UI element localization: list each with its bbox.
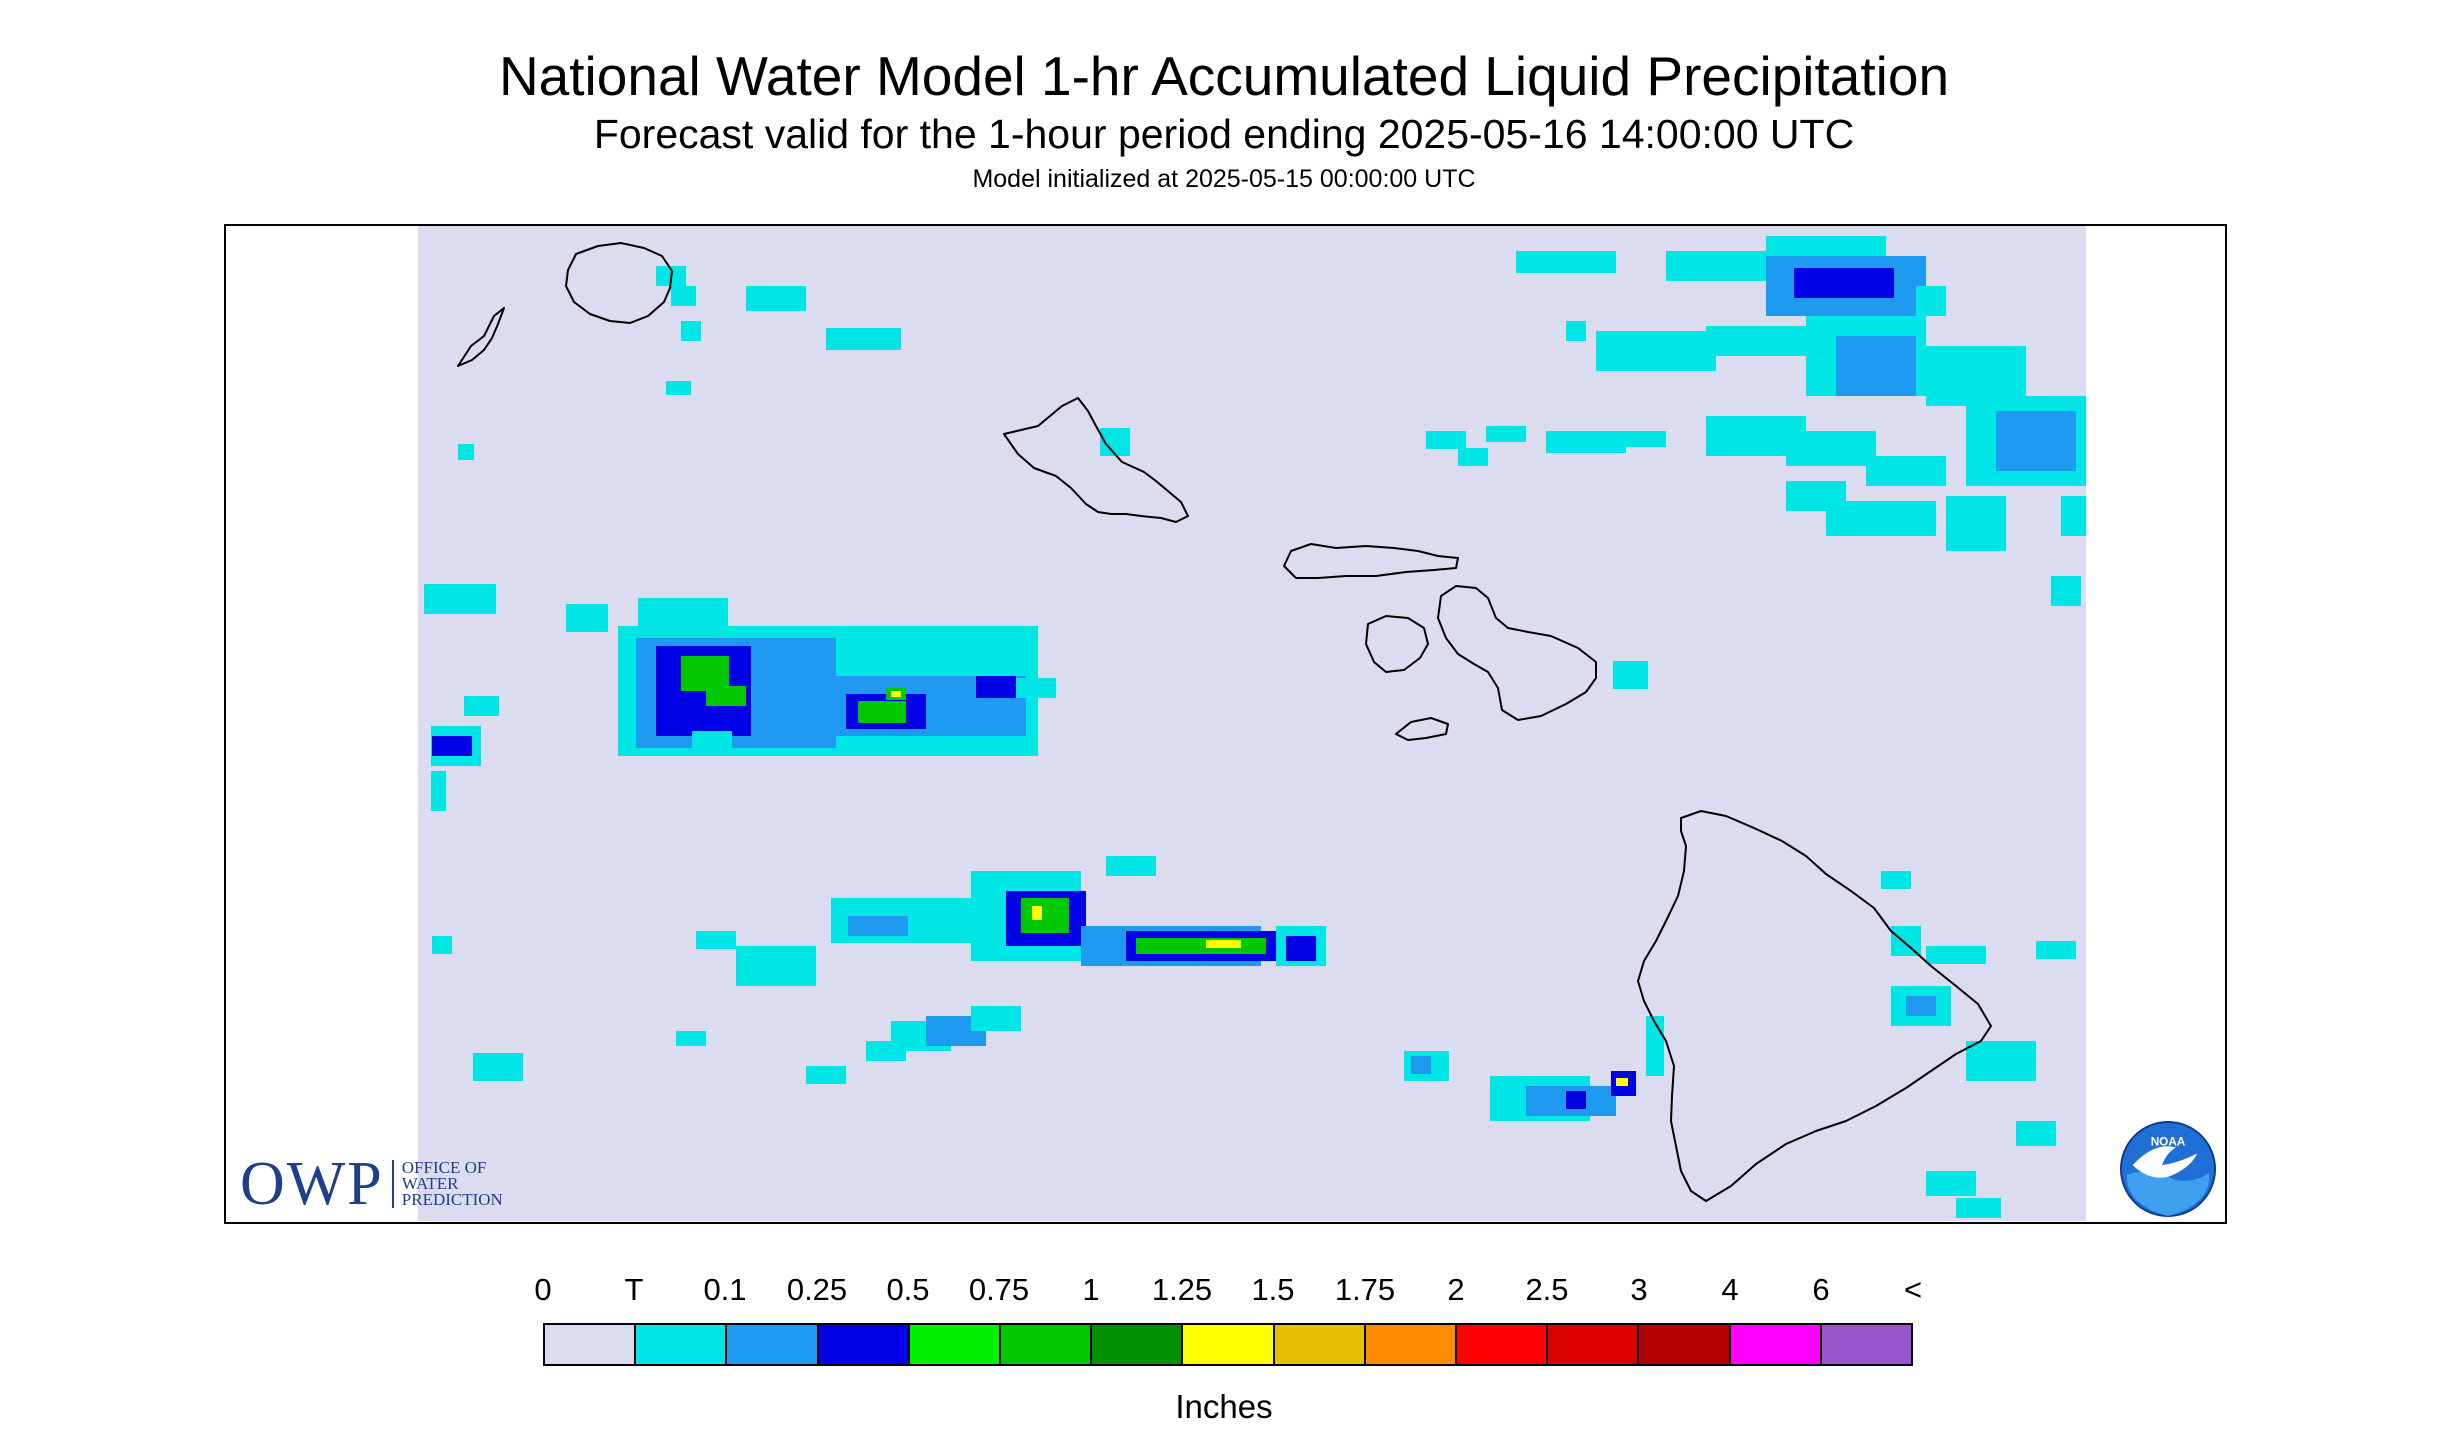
legend-label: 0.25 [786, 1272, 848, 1307]
legend-swatch [1548, 1325, 1640, 1364]
legend-label: 6 [1812, 1272, 1830, 1307]
legend-labels: 0 T 0.1 0.25 0.5 0.75 1 1.25 1.5 1.75 2 … [0, 1272, 2448, 1312]
legend-label: 3 [1630, 1272, 1648, 1307]
precip-west-cluster [424, 584, 1056, 954]
coast-kahoolawe [1395, 717, 1449, 741]
legend-label: 0.75 [968, 1272, 1030, 1307]
coast-hawaii [1637, 810, 1992, 1202]
coast-molokai [1283, 543, 1459, 579]
legend-label: 4 [1721, 1272, 1739, 1307]
owp-line2: WATER [401, 1174, 459, 1193]
map-panel [224, 224, 2227, 1224]
legend-swatch [636, 1325, 728, 1364]
coast-kauai [565, 242, 673, 324]
precip-nw-misc [458, 266, 2076, 1218]
legend-swatch [818, 1325, 910, 1364]
precip-map-svg [418, 226, 2086, 1221]
legend-swatch [1001, 1325, 1093, 1364]
noaa-text: NOAA [2151, 1135, 2186, 1148]
legend-label: 2.5 [1525, 1272, 1569, 1307]
legend-swatch [1457, 1325, 1549, 1364]
model-init-line: Model initialized at 2025-05-15 00:00:00… [972, 165, 1476, 193]
coast-niihau [457, 307, 505, 367]
legend-swatch [1730, 1325, 1822, 1364]
legend-colorbar [543, 1323, 1913, 1366]
precip-ne-cluster [1426, 236, 2086, 606]
owp-line1: OFFICE OF [401, 1158, 487, 1177]
precip-south-band [473, 856, 1664, 1121]
legend-label: 0 [534, 1272, 552, 1307]
map-title: National Water Model 1-hr Accumulated Li… [498, 45, 1950, 107]
legend-label: 0.5 [886, 1272, 930, 1307]
map-subtitle: Forecast valid for the 1-hour period end… [593, 111, 1855, 157]
legend-label: < [1903, 1272, 1923, 1307]
legend-label: 1 [1082, 1272, 1100, 1307]
noaa-logo: NOAA [2119, 1120, 2217, 1218]
legend-label: 2 [1447, 1272, 1465, 1307]
legend-swatch [1821, 1325, 1912, 1364]
legend-label: 0.1 [703, 1272, 747, 1307]
legend-swatch [1639, 1325, 1731, 1364]
coastlines [457, 242, 1992, 1202]
legend-units: Inches [1175, 1388, 1273, 1425]
owp-abbrev: OWP [240, 1150, 384, 1218]
legend-label: 1.75 [1334, 1272, 1396, 1307]
legend-label: 1.5 [1251, 1272, 1295, 1307]
coast-oahu [1003, 397, 1189, 523]
legend-label: 1.25 [1151, 1272, 1213, 1307]
legend-swatch [909, 1325, 1002, 1364]
legend-label: T [624, 1272, 644, 1307]
owp-line3: PREDICTION [401, 1190, 503, 1209]
legend-swatch [545, 1325, 637, 1364]
legend-swatch [1365, 1325, 1458, 1364]
owp-logo: OWP OFFICE OF WATER PREDICTION [240, 1150, 503, 1218]
legend-swatch [1274, 1325, 1366, 1364]
legend-swatch [1092, 1325, 1184, 1364]
coast-lanai [1365, 615, 1429, 673]
legend-swatch [727, 1325, 819, 1364]
legend-swatch [1183, 1325, 1275, 1364]
owp-fullname: OFFICE OF WATER PREDICTION [391, 1158, 503, 1209]
coast-maui [1437, 585, 1597, 721]
